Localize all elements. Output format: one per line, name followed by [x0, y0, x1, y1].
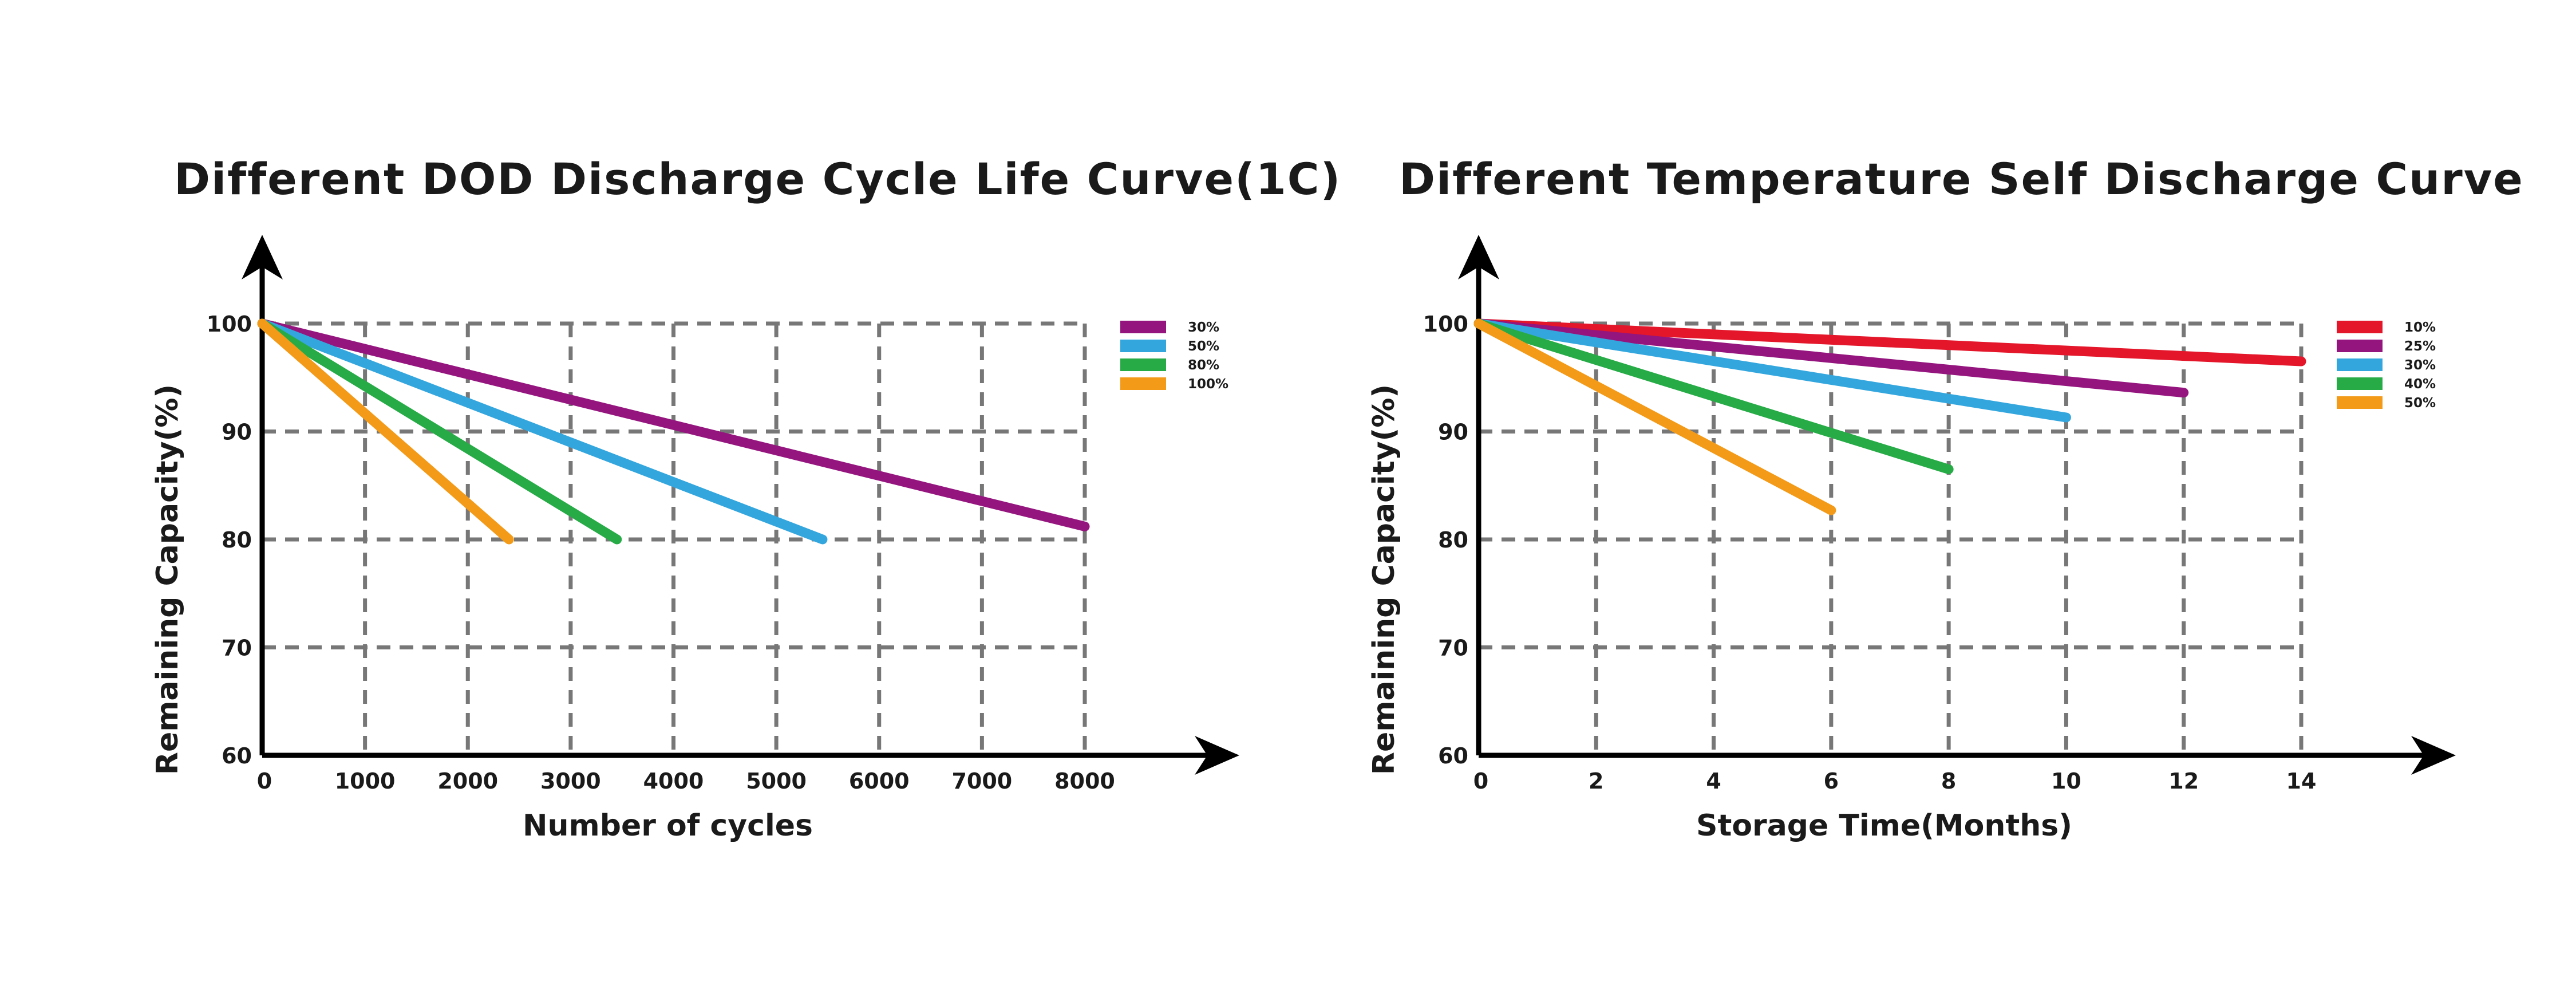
x-tick-label: 2000 [437, 769, 498, 794]
y-axis-arrow [1458, 235, 1499, 279]
y-tick-label: 60 [1438, 743, 1468, 769]
x-axis-arrow [1195, 736, 1239, 775]
legend-label: 40% [2404, 377, 2436, 392]
y-tick-label: 70 [1438, 636, 1468, 661]
y-tick-label: 80 [222, 527, 252, 553]
y-tick-label: 90 [222, 420, 252, 445]
legend-label: 25% [2404, 339, 2436, 354]
series-line-50pct [257, 318, 828, 545]
legend-swatch-50pct [1120, 340, 1166, 352]
legend-swatch-25pct [2337, 340, 2383, 352]
series-line-100pct [257, 318, 514, 545]
legend-swatch-50pct [2337, 396, 2383, 409]
x-tick-label: 5000 [746, 769, 807, 794]
x-tick-label: 6000 [849, 769, 910, 794]
y-tick-label: 80 [1438, 527, 1468, 553]
legend-swatch-30pct [1120, 321, 1166, 333]
chart-self-discharge: Different Temperature Self Discharge Cur… [1216, 0, 2523, 993]
chart-title: Different DOD Discharge Cycle Life Curve… [174, 153, 1342, 204]
legend-label: 100% [1188, 377, 1228, 392]
x-tick-label: 14 [2286, 769, 2317, 794]
x-tick-label: 12 [2168, 769, 2199, 794]
series-line-25pct [1473, 318, 2189, 398]
x-tick-label: 8000 [1054, 769, 1115, 794]
legend-label: 50% [2404, 396, 2436, 411]
y-tick-label: 100 [1423, 312, 1468, 337]
legend-swatch-10pct [2337, 321, 2383, 333]
legend-swatch-80pct [1120, 358, 1166, 371]
legend-label: 50% [1188, 339, 1219, 354]
x-tick-label: 7000 [951, 769, 1012, 794]
x-tick-label: 6 [1824, 769, 1839, 794]
legend-label: 10% [2404, 320, 2436, 335]
legend-label: 30% [1188, 320, 1219, 335]
legend-swatch-100pct [1120, 377, 1166, 390]
x-tick-label: 0 [1473, 769, 1488, 794]
legend-swatch-40pct [2337, 377, 2383, 390]
x-tick-label: 10 [2051, 769, 2081, 794]
series-line-40pct [1473, 318, 1954, 474]
x-axis-label: Number of cycles [523, 809, 813, 843]
cycle-life-plot: 0 1000 2000 3000 4000 5000 6000 7000 8000 60 70 80 9… [151, 235, 1239, 843]
x-tick-label: 4 [1706, 769, 1721, 794]
legend-label: 30% [2404, 358, 2436, 373]
series-line-30pct [1473, 318, 2071, 423]
chart-cycle-life: Different DOD Discharge Cycle Life Curve… [151, 153, 1340, 843]
x-tick-label: 1000 [335, 769, 396, 794]
series-line-80pct [257, 318, 622, 545]
y-tick-label: 60 [222, 743, 252, 769]
y-tick-label: 70 [222, 636, 252, 661]
series-line-30pct [257, 318, 1090, 531]
x-tick-label: 2 [1589, 769, 1603, 794]
x-tick-label: 8 [1941, 769, 1956, 794]
x-axis-arrow [2411, 736, 2456, 775]
x-tick-label: 0 [257, 769, 272, 794]
legend-swatch-30pct [2337, 358, 2383, 371]
y-tick-label: 90 [1438, 420, 1468, 445]
x-tick-label: 4000 [643, 769, 704, 794]
y-axis-arrow [242, 235, 283, 279]
y-tick-label: 100 [207, 312, 252, 337]
legend-label: 80% [1188, 358, 1219, 373]
series-line-50pct [1473, 318, 1836, 515]
x-axis-label: Storage Time(Months) [1696, 809, 2072, 843]
x-tick-label: 3000 [540, 769, 601, 794]
self-discharge-plot: 0 2 4 6 8 10 12 14 60 70 80 90 100 Storage Time(Month… [1367, 235, 2456, 843]
series-line-10pct [1473, 318, 2306, 367]
y-axis-label: Remaining Capacity(%) [1367, 384, 1401, 775]
chart-title: Different Temperature Self Discharge Cur… [1399, 153, 2524, 204]
y-axis-label: Remaining Capacity(%) [151, 384, 185, 775]
